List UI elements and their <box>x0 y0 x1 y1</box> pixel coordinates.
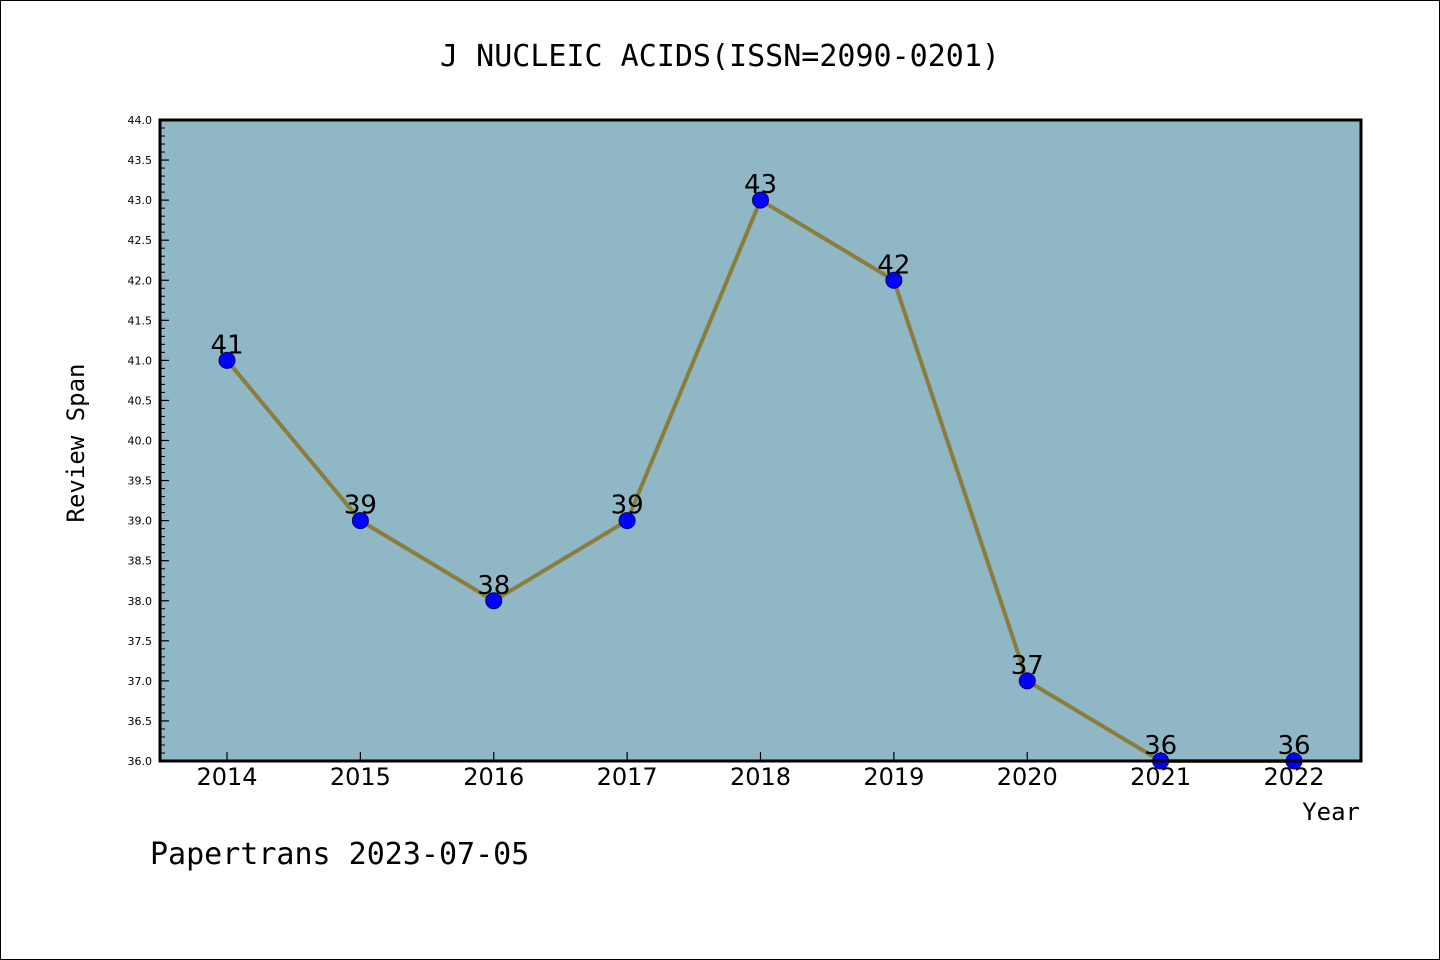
plot-area <box>160 120 1361 761</box>
data-point-2019 <box>885 271 903 289</box>
x-tick-label-2015: 2015 <box>330 763 391 791</box>
y-tick-label: 37.5 <box>128 635 153 648</box>
y-tick-label: 43.0 <box>128 194 153 207</box>
data-label-2019: 42 <box>877 250 910 280</box>
y-tick-label: 39.0 <box>128 515 153 528</box>
y-tick-label: 40.0 <box>128 435 153 448</box>
y-tick-label: 37.0 <box>128 675 153 688</box>
y-tick-label: 44.0 <box>128 114 153 127</box>
data-label-2014: 41 <box>210 330 243 360</box>
data-point-2014 <box>218 351 236 369</box>
data-point-2018 <box>752 191 769 209</box>
data-labels: 41 39 38 39 43 42 37 36 36 <box>210 170 1310 761</box>
y-tick-label: 36.5 <box>128 715 153 728</box>
x-tick-label-2020: 2020 <box>997 763 1058 791</box>
data-point-2016 <box>485 592 503 610</box>
x-axis-label: Year <box>1302 798 1360 826</box>
x-tick-label-2017: 2017 <box>597 763 658 791</box>
data-point-2017 <box>618 512 636 530</box>
y-tick-label: 38.0 <box>128 595 153 608</box>
y-tick-label: 41.5 <box>128 314 153 327</box>
y-tick-label: 36.0 <box>128 755 153 768</box>
chart-title: J NUCLEIC ACIDS(ISSN=2090-0201) <box>440 39 1000 74</box>
data-label-2018: 43 <box>744 170 777 200</box>
data-label-2017: 39 <box>611 491 644 521</box>
y-tick-label: 41.0 <box>128 354 153 367</box>
data-points <box>218 191 1303 770</box>
data-point-2020 <box>1018 672 1036 690</box>
x-tick-label-2018: 2018 <box>730 763 791 791</box>
x-tick-label-2016: 2016 <box>463 763 524 791</box>
y-axis-label: Review Span <box>62 364 90 523</box>
y-tick-label: 38.5 <box>128 555 153 568</box>
y-axis: 36.0 36.5 37.0 37.5 38.0 38.5 39.0 39.5 40.0 40.5… <box>128 114 169 768</box>
data-label-2016: 38 <box>477 571 510 601</box>
data-label-2015: 39 <box>344 491 377 521</box>
x-tick-label-2019: 2019 <box>863 763 924 791</box>
data-point-2015 <box>351 512 369 530</box>
data-label-2022: 36 <box>1277 731 1310 761</box>
data-label-2020: 37 <box>1011 651 1044 681</box>
y-tick-label: 42.5 <box>128 234 153 247</box>
plot-border <box>158 118 1363 763</box>
y-tick-label: 40.5 <box>128 394 153 407</box>
footer-watermark: Papertrans 2023-07-05 <box>150 837 529 872</box>
y-tick-label: 39.5 <box>128 475 153 488</box>
y-tick-label: 43.5 <box>128 154 153 167</box>
x-tick-label-2014: 2014 <box>196 763 257 791</box>
data-label-2021: 36 <box>1144 731 1177 761</box>
y-tick-label: 42.0 <box>128 274 153 287</box>
